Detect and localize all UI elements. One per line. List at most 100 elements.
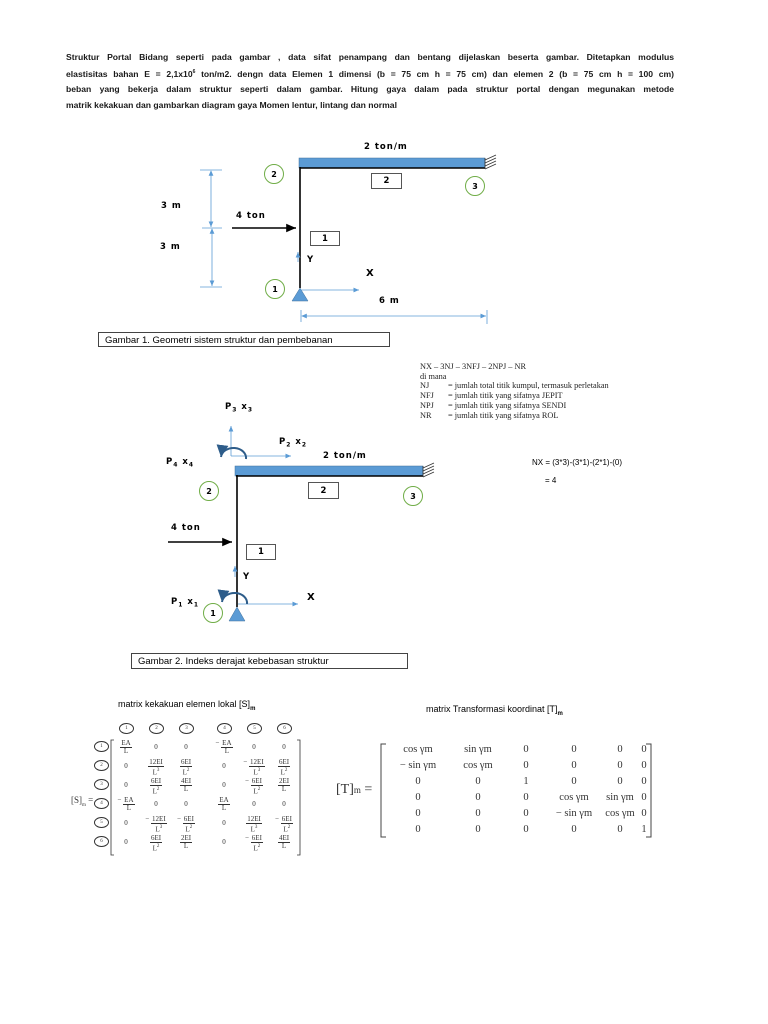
p3-x3-label: P3 x3 xyxy=(225,402,253,414)
matrix-cell: 0 xyxy=(617,824,623,835)
matrix-cell: 0 xyxy=(617,744,623,755)
matrix-cell: 0 xyxy=(475,776,481,787)
s-label: [S] xyxy=(71,795,82,805)
legend-key: NFJ xyxy=(420,391,434,401)
legend-item: NFJ = jumlah titik yang sifatnya JEPIT xyxy=(420,391,609,401)
matrix-cell: 0 xyxy=(641,808,647,819)
transform-brackets xyxy=(380,743,652,838)
matrix-cell: 0 xyxy=(617,776,623,787)
t-label-sub: m xyxy=(353,785,361,795)
element-2-label: 2 xyxy=(371,173,402,189)
transform-matrix: [T]m = cos γm sin γm 0 0 0 0 − sin γm cos γm 0 0 0… xyxy=(330,740,660,840)
matrix-cell: 4EI L xyxy=(179,777,193,793)
matrix-cell: 0 xyxy=(523,744,529,755)
matrix-cell: 0 xyxy=(222,838,226,846)
stiffness-title-sub: m xyxy=(250,705,256,712)
legend-key: NR xyxy=(420,410,432,420)
distributed-load-label: 2 ton/m xyxy=(323,451,367,461)
matrix-cell: 0 xyxy=(124,819,128,827)
matrix-cell: 1 xyxy=(641,824,647,835)
matrix-cell: 4EI L xyxy=(277,834,291,850)
axis-y-label: Y xyxy=(307,255,315,265)
p1: P xyxy=(171,597,179,607)
matrix-cell: 0 xyxy=(222,781,226,789)
matrix-cell: EA L xyxy=(218,796,230,812)
matrix-cell: 6EI L2 xyxy=(149,777,163,796)
matrix-cell: 0 xyxy=(641,792,647,803)
t-label: [T] xyxy=(336,782,354,797)
matrix-cell: − EA L xyxy=(215,739,233,756)
transform-matrix-label: [T]m = xyxy=(336,782,373,797)
p2-x2-label: P2 x2 xyxy=(279,437,307,449)
p4-x4-label: P4 x4 xyxy=(166,457,194,469)
matrix-cell: 0 xyxy=(617,760,623,771)
legend-desc: = jumlah total titik kumpul, termasuk pe… xyxy=(448,381,609,391)
dim-lower-label: 3 m xyxy=(160,242,181,252)
matrix-cell: 0 xyxy=(523,792,529,803)
dof-row-3: 3 xyxy=(94,779,109,790)
dof-row-2: 2 xyxy=(94,760,109,771)
dof-col-1: 1 xyxy=(119,723,134,734)
matrix-cell: 0 xyxy=(641,744,647,755)
matrix-cell: 0 xyxy=(415,776,421,787)
legend-desc: = jumlah titik yang sifatnya JEPIT xyxy=(448,391,563,401)
matrix-cell: 0 xyxy=(154,743,158,751)
transform-title-text: matrix Transformasi koordinat [T] xyxy=(426,704,558,714)
matrix-cell: 0 xyxy=(475,824,481,835)
di-mana: di mana xyxy=(420,371,447,381)
matrix-cell: 6EI L2 xyxy=(149,834,163,853)
matrix-cell: 0 xyxy=(252,743,256,751)
matrix-cell: − sin γm xyxy=(555,808,593,819)
matrix-cell: cos γm xyxy=(605,808,635,819)
x2: x xyxy=(295,437,302,447)
p3-sub: 3 xyxy=(232,406,238,414)
dof-legend: NX – 3NJ – 3NFJ – 2NPJ – NR di mana NJ = … xyxy=(420,362,609,420)
dof-row-4: 4 xyxy=(94,798,109,809)
figure-1-caption: Gambar 1. Geometri sistem struktur dan p… xyxy=(98,332,390,347)
x4-sub: 4 xyxy=(188,461,195,469)
matrix-cell: cos γm xyxy=(559,792,589,803)
transform-matrix-title: matrix Transformasi koordinat [T]m xyxy=(426,704,563,717)
matrix-cell: 0 xyxy=(571,824,577,835)
matrix-cell: 0 xyxy=(523,824,529,835)
legend-desc: = jumlah titik yang sifatnya SENDI xyxy=(448,400,567,410)
stiffness-title-text: matrix kekakuan elemen lokal [S] xyxy=(118,699,251,709)
stiffness-matrix: 1 2 3 4 5 6 1 2 3 4 5 6 [S]m = EA L 0 0 − EA… xyxy=(60,718,320,858)
matrix-cell: 0 xyxy=(475,808,481,819)
p2: P xyxy=(279,437,287,447)
dof-row-1: 1 xyxy=(94,741,109,752)
point-load-label: 4 ton xyxy=(236,211,266,221)
nx-calculation-line-1: NX = (3*3)-(3*1)-(2*1)-(0) xyxy=(532,458,623,467)
matrix-cell: 0 xyxy=(571,776,577,787)
node-3: 3 xyxy=(465,176,485,196)
matrix-cell: 0 xyxy=(523,808,529,819)
dof-col-5: 5 xyxy=(247,723,262,734)
intro-line-2: elastisitas bahan E = 2,1x106 ton/m2. de… xyxy=(66,65,674,82)
p4: P xyxy=(166,457,174,467)
dof-col-6: 6 xyxy=(277,723,292,734)
stiffness-matrix-label: [S]m = xyxy=(71,795,94,808)
x1: x xyxy=(187,597,194,607)
matrix-brackets xyxy=(110,739,301,856)
matrix-cell: 1 xyxy=(523,776,529,787)
s-label-sub: m xyxy=(82,802,86,808)
matrix-cell: 0 xyxy=(124,838,128,846)
point-load-label: 4 ton xyxy=(171,523,201,533)
x3-sub: 3 xyxy=(247,406,254,414)
matrix-cell: 0 xyxy=(475,792,481,803)
x2-sub: 2 xyxy=(301,441,308,449)
dof-frame-drawing xyxy=(168,426,435,622)
stiffness-matrix-title: matrix kekakuan elemen lokal [S]m xyxy=(118,699,255,712)
matrix-cell: 0 xyxy=(415,792,421,803)
matrix-cell: 0 xyxy=(282,800,286,808)
matrix-cell: − sin γm xyxy=(399,760,437,771)
p4-sub: 4 xyxy=(173,461,179,469)
matrix-cell: − 12EI L3 xyxy=(243,758,265,777)
matrix-cell: 6EI L2 xyxy=(277,758,291,777)
matrix-cell: cos γm xyxy=(403,744,433,755)
matrix-cell: EA L xyxy=(120,739,132,755)
matrix-cell: 0 xyxy=(154,800,158,808)
nx-calculation-line-2: = 4 xyxy=(545,476,557,485)
matrix-cell: 2EI L xyxy=(277,777,291,793)
p1-sub: 1 xyxy=(178,601,184,609)
